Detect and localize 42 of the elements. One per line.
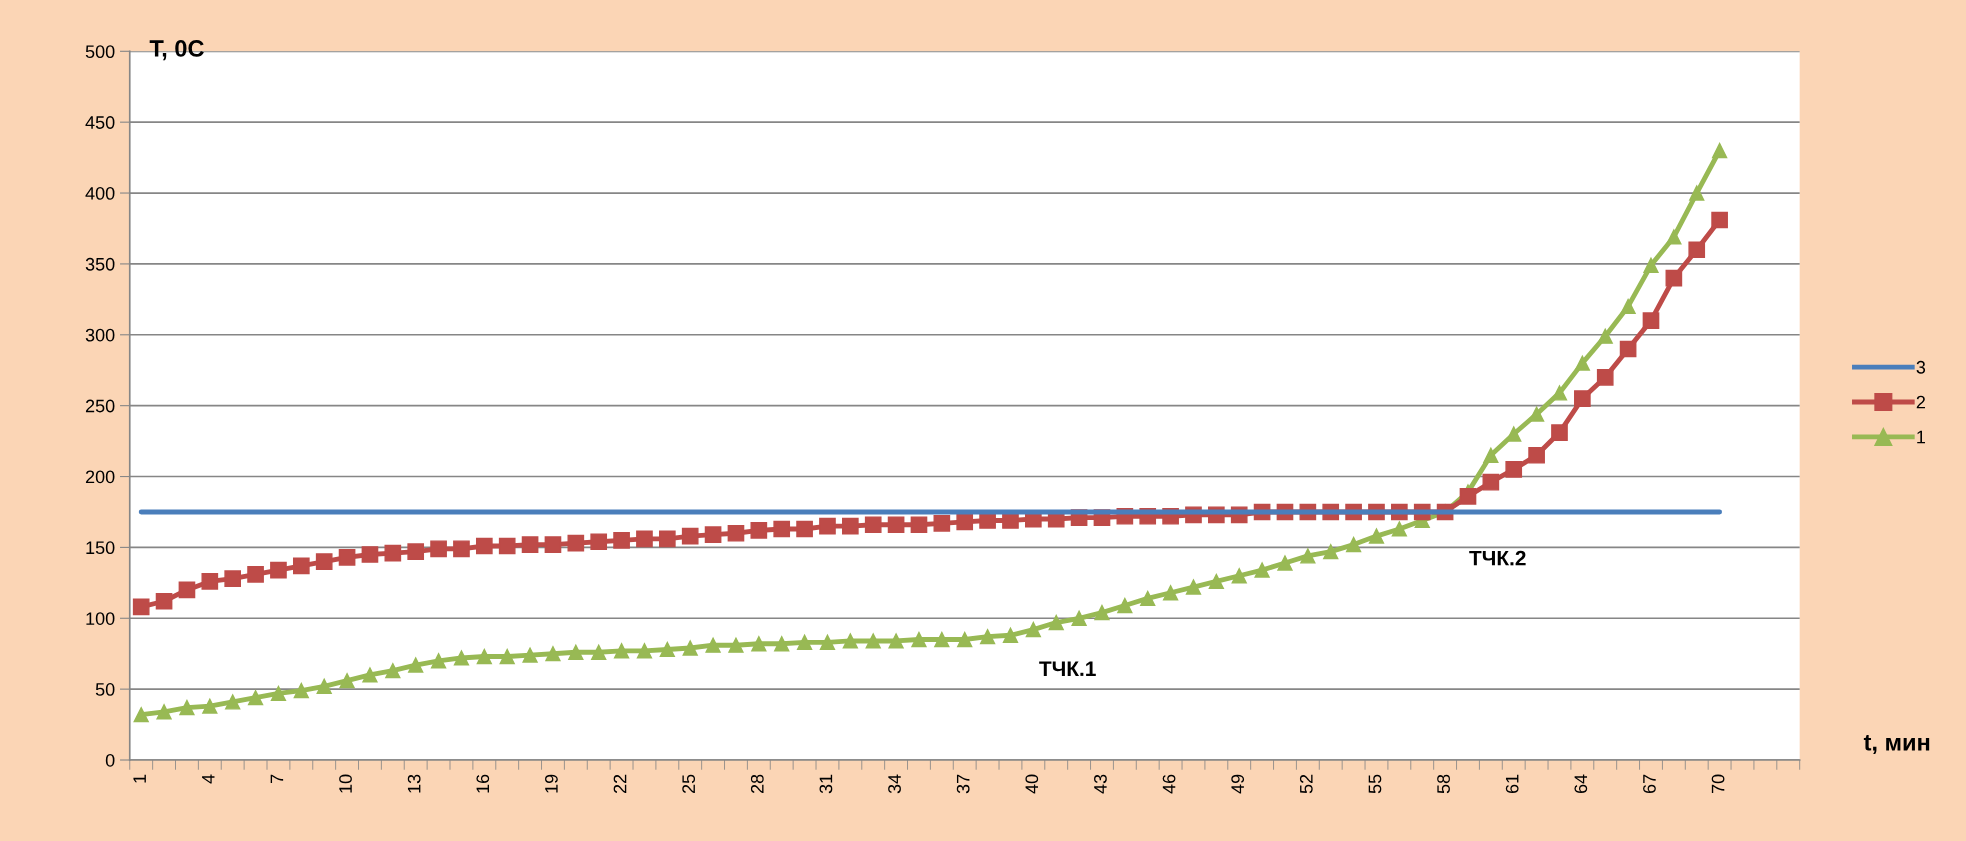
x-tick-label: 7	[270, 774, 284, 784]
y-tick-label: 350	[85, 257, 115, 271]
x-tick-label: 4	[202, 774, 215, 784]
x-tick-label: 34	[888, 774, 901, 794]
y-axis-title: T, 0C	[149, 40, 204, 61]
x-tick-label: 25	[682, 774, 696, 794]
x-tick-label: 70	[1711, 774, 1725, 794]
x-tick-label: 52	[1299, 774, 1313, 794]
annotation: ТЧК.2	[1469, 550, 1526, 566]
y-tick-label: 50	[95, 683, 115, 696]
x-tick-label: 58	[1437, 774, 1450, 794]
x-tick-label: 40	[1025, 774, 1039, 794]
legend-label: 2	[1916, 395, 1925, 409]
y-tick-label: 300	[85, 328, 115, 342]
y-tick-label: 100	[86, 612, 115, 625]
x-axis-title: t, мин	[1863, 734, 1930, 755]
y-tick-label: 400	[85, 186, 115, 200]
legend-label: 3	[1916, 360, 1926, 374]
x-tick-label: 43	[1094, 774, 1107, 794]
y-tick-label: 500	[85, 45, 115, 59]
x-tick-label: 55	[1368, 774, 1382, 794]
x-tick-label: 10	[339, 774, 352, 793]
x-tick-label: 31	[819, 774, 833, 794]
x-tick-label: 49	[1231, 774, 1245, 794]
x-tick-label: 61	[1505, 774, 1519, 794]
x-tick-label: 16	[476, 774, 490, 793]
x-tick-label: 67	[1643, 774, 1656, 794]
x-tick-label: 64	[1574, 774, 1588, 794]
y-tick-label: 150	[86, 541, 115, 555]
x-tick-label: 1	[133, 774, 146, 783]
x-tick-label: 46	[1162, 774, 1176, 794]
x-tick-label: 37	[956, 774, 970, 794]
x-tick-label: 19	[545, 774, 558, 793]
y-tick-label: 450	[85, 116, 115, 129]
y-tick-label: 200	[85, 470, 115, 484]
y-tick-label: 250	[85, 399, 115, 413]
legend-label: 1	[1917, 430, 1926, 444]
y-tick-label: 0	[105, 753, 115, 767]
x-tick-label: 13	[407, 774, 421, 793]
x-tick-label: 22	[613, 774, 627, 794]
x-tick-label: 28	[750, 774, 764, 794]
annotation: ТЧК.1	[1039, 661, 1096, 676]
